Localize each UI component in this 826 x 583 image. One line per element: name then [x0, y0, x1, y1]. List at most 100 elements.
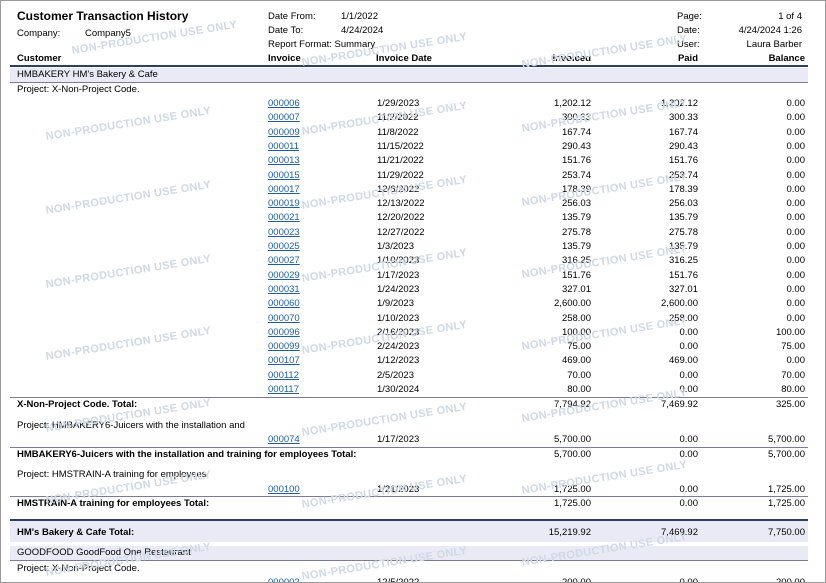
user-name: Laura Barber [746, 39, 802, 50]
balance-amount: 0.00 [786, 140, 806, 152]
invoice-link[interactable]: 000007 [268, 112, 300, 124]
paid-amount: 0.00 [679, 577, 699, 583]
customer-total-balance: 7,750.00 [768, 527, 805, 538]
invoice-date: 1/17/2023 [377, 434, 420, 445]
invoice-link[interactable]: 000074 [268, 434, 300, 445]
project-total-label: HMBAKERY6-Juicers with the installation … [17, 449, 357, 460]
project-total-balance: 325.00 [775, 399, 805, 410]
invoice-link[interactable]: 000112 [268, 369, 299, 381]
invoiced-amount: 290.43 [561, 140, 591, 152]
customer-name: HMBAKERY HM's Bakery & Cafe [17, 69, 158, 80]
total-divider [10, 447, 808, 448]
table-row: 000117 1/30/2024 80.00 0.00 80.00 [1, 384, 825, 398]
customer-divider [10, 560, 808, 561]
paid-amount: 300.33 [668, 112, 698, 124]
col-invoice: Invoice [268, 53, 301, 64]
paid-amount: 0.00 [679, 341, 699, 353]
user-label: User: [677, 39, 700, 50]
paid-amount: 0.00 [679, 369, 699, 381]
balance-amount: 5,700.00 [768, 434, 805, 445]
invoiced-amount: 151.76 [561, 155, 591, 167]
project-total-invoiced: 5,700.00 [554, 449, 591, 460]
invoice-date: 12/6/2022 [377, 183, 420, 195]
table-row: 000027 1/10/2023 316.25 316.25 0.00 [1, 255, 825, 269]
balance-amount: 100.00 [775, 326, 805, 338]
invoice-link[interactable]: 000019 [268, 198, 300, 210]
project-total-label: HMSTRAIN-A training for employees Total: [17, 498, 210, 509]
project-total-balance: 1,725.00 [768, 498, 805, 509]
invoiced-amount: 135.79 [561, 241, 591, 252]
table-row: 000013 11/21/2022 151.76 151.76 0.00 [1, 155, 825, 169]
invoice-link[interactable]: 000009 [268, 126, 300, 138]
paid-amount: 258.00 [668, 312, 698, 324]
invoice-date: 11/21/2022 [377, 155, 424, 167]
paid-amount: 151.76 [668, 155, 698, 167]
balance-amount: 75.00 [781, 341, 805, 353]
invoice-link[interactable]: 000023 [268, 226, 300, 238]
invoice-link[interactable]: 000017 [268, 183, 300, 195]
table-row: 000060 1/9/2023 2,600.00 2,600.00 0.00 [1, 298, 825, 312]
invoice-link[interactable]: 000099 [268, 341, 300, 353]
balance-amount: 0.00 [786, 283, 806, 295]
balance-amount: 0.00 [786, 112, 806, 124]
invoice-date: 1/3/2023 [377, 241, 414, 252]
invoice-link[interactable]: 000025 [268, 241, 300, 252]
invoice-link[interactable]: 000013 [268, 155, 300, 167]
invoice-date: 2/16/2023 [377, 326, 420, 338]
customer-total-invoiced: 15,219.92 [548, 527, 591, 538]
table-row: 000112 2/5/2023 70.00 0.00 70.00 [1, 369, 825, 384]
col-paid: Paid [677, 53, 698, 64]
invoiced-amount: 80.00 [567, 384, 591, 395]
invoice-link[interactable]: 000096 [268, 326, 300, 338]
invoice-link[interactable]: 000027 [268, 255, 300, 267]
report-title: Customer Transaction History [17, 9, 189, 23]
invoice-date: 1/30/2024 [377, 384, 420, 395]
paid-amount: 290.43 [668, 140, 698, 152]
invoice-link[interactable]: 000011 [268, 140, 299, 152]
project-total-paid: 0.00 [679, 449, 699, 460]
invoice-date: 12/13/2022 [377, 198, 425, 210]
paid-amount: 151.76 [668, 269, 698, 281]
balance-amount: 0.00 [786, 355, 806, 367]
invoice-link[interactable]: 000021 [268, 212, 300, 224]
invoice-link[interactable]: 000015 [268, 169, 300, 181]
invoice-link[interactable]: 000031 [268, 283, 300, 295]
invoice-date: 11/8/2022 [377, 126, 419, 138]
balance-amount: 80.00 [781, 384, 805, 395]
invoiced-amount: 178.39 [561, 183, 591, 195]
invoice-date: 12/5/2022 [377, 577, 420, 583]
run-date: 4/24/2024 1:26 [738, 25, 802, 36]
invoice-link[interactable]: 000107 [268, 355, 300, 367]
invoiced-amount: 256.03 [561, 198, 591, 210]
table-row: 000031 1/24/2023 327.01 327.01 0.00 [1, 283, 825, 298]
invoiced-amount: 167.74 [561, 126, 591, 138]
invoice-link[interactable]: 000100 [268, 484, 300, 495]
total-divider [10, 397, 808, 398]
company-label: Company: [17, 28, 61, 39]
invoice-link[interactable]: 000117 [268, 384, 299, 395]
invoiced-amount: 200.00 [561, 577, 591, 583]
invoice-link[interactable]: 000006 [268, 98, 300, 109]
paid-amount: 0.00 [679, 326, 699, 338]
invoiced-amount: 2,600.00 [554, 298, 591, 310]
paid-amount: 0.00 [679, 484, 699, 495]
table-row: 000015 11/29/2022 253.74 253.74 0.00 [1, 169, 825, 184]
paid-amount: 256.03 [668, 198, 698, 210]
invoiced-amount: 275.78 [561, 226, 591, 238]
paid-amount: 316.25 [668, 255, 698, 267]
project-total-label: X-Non-Project Code. Total: [17, 399, 138, 410]
invoice-link[interactable]: 000070 [268, 312, 300, 324]
invoice-link[interactable]: 000029 [268, 269, 300, 281]
invoice-date: 11/15/2022 [377, 140, 424, 152]
invoice-link[interactable]: 000060 [268, 298, 300, 310]
invoice-link[interactable]: 000002 [268, 577, 300, 583]
project-total-paid: 0.00 [679, 498, 699, 509]
col-customer: Customer [17, 53, 62, 64]
invoice-date: 1/24/2023 [377, 283, 420, 295]
balance-amount: 0.00 [786, 183, 806, 195]
table-row: 000074 1/17/2023 5,700.00 0.00 5,700.00 [1, 434, 825, 448]
invoiced-amount: 469.00 [561, 355, 591, 367]
balance-amount: 0.00 [786, 255, 806, 267]
invoice-date: 1/10/2023 [377, 255, 420, 267]
balance-amount: 1,725.00 [768, 484, 805, 495]
